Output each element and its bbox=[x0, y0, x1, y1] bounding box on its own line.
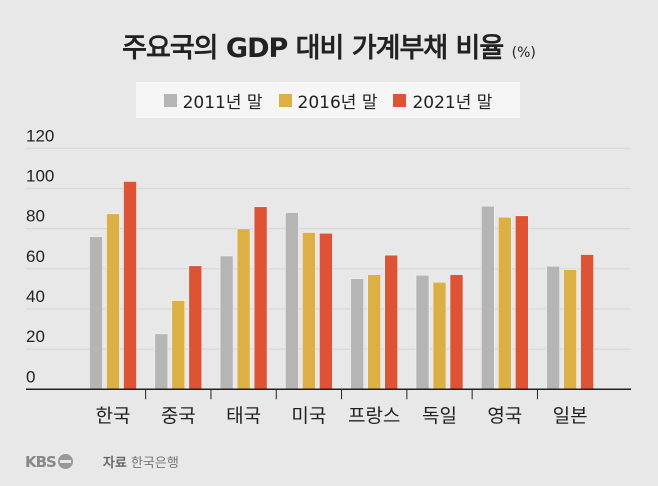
kbs-logo: KBS bbox=[25, 453, 73, 471]
logo-text: KBS bbox=[25, 452, 57, 471]
kbs-logo-icon bbox=[57, 454, 73, 469]
chart-title: 주요국의 GDP 대비 가계부채 비율 (%) bbox=[0, 26, 658, 65]
legend-label: 2016년 말 bbox=[297, 92, 378, 113]
bar-2011-4 bbox=[350, 278, 365, 390]
bar-2011-7 bbox=[546, 265, 560, 390]
x-tick-label: 중국 bbox=[161, 405, 196, 427]
bar-2021-0 bbox=[123, 181, 137, 390]
y-tick-label: 120 bbox=[26, 126, 54, 145]
legend-label: 2011년 말 bbox=[182, 92, 263, 113]
bar-2011-2 bbox=[219, 255, 234, 390]
legend-swatch bbox=[278, 93, 292, 107]
bar-2011-5 bbox=[415, 274, 430, 390]
bar-2016-4 bbox=[367, 274, 382, 390]
bar-2016-6 bbox=[497, 216, 512, 390]
legend-swatch bbox=[393, 93, 407, 107]
y-tick-label: 20 bbox=[26, 327, 45, 346]
bar-2011-6 bbox=[480, 205, 495, 390]
legend-item-2011: 2011년 말 bbox=[163, 88, 263, 113]
bar-2016-2 bbox=[236, 228, 251, 390]
y-tick-label: 100 bbox=[26, 166, 54, 185]
legend-swatch bbox=[163, 93, 177, 107]
x-tick-label: 일본 bbox=[553, 405, 588, 427]
y-tick-label: 40 bbox=[26, 287, 45, 306]
source-label: 자료 bbox=[102, 456, 127, 471]
bar-2011-1 bbox=[154, 333, 169, 390]
bar-2021-5 bbox=[449, 274, 464, 390]
bar-2016-1 bbox=[171, 300, 186, 390]
bar-2021-3 bbox=[319, 232, 333, 390]
x-tick-label: 독일 bbox=[422, 405, 457, 427]
y-tick-label: 60 bbox=[26, 247, 45, 266]
title-unit: (%) bbox=[511, 45, 536, 61]
x-tick-label: 태국 bbox=[226, 405, 261, 427]
source-text: 한국은행 bbox=[130, 456, 179, 471]
x-tick-label: 미국 bbox=[291, 405, 326, 427]
source: 자료 한국은행 bbox=[103, 452, 179, 471]
bar-2011-3 bbox=[285, 212, 299, 390]
bar-2016-0 bbox=[106, 213, 120, 390]
legend-item-2016: 2016년 말 bbox=[278, 88, 378, 113]
legend: 2011년 말 2016년 말 2021년 말 bbox=[136, 82, 520, 118]
footer: KBS 자료 한국은행 bbox=[25, 452, 179, 472]
bar-2011-0 bbox=[89, 236, 103, 390]
y-tick-label: 0 bbox=[26, 367, 35, 386]
legend-item-2021: 2021년 말 bbox=[393, 88, 492, 113]
bar-2021-7 bbox=[580, 254, 594, 390]
bar-2016-7 bbox=[563, 269, 577, 390]
x-tick-label: 한국 bbox=[96, 405, 131, 427]
bar-2021-6 bbox=[514, 215, 529, 390]
bar-2016-5 bbox=[432, 281, 447, 390]
bar-2016-3 bbox=[302, 232, 316, 390]
bar-2021-2 bbox=[253, 206, 268, 390]
y-tick-label: 80 bbox=[26, 207, 45, 226]
x-tick-label: 프랑스 bbox=[348, 405, 400, 427]
legend-label: 2021년 말 bbox=[412, 92, 493, 113]
bar-2021-4 bbox=[384, 254, 399, 390]
title-text: 주요국의 GDP 대비 가계부채 비율 bbox=[122, 33, 504, 64]
bar-2021-1 bbox=[188, 265, 203, 390]
x-tick-label: 영국 bbox=[487, 405, 522, 427]
